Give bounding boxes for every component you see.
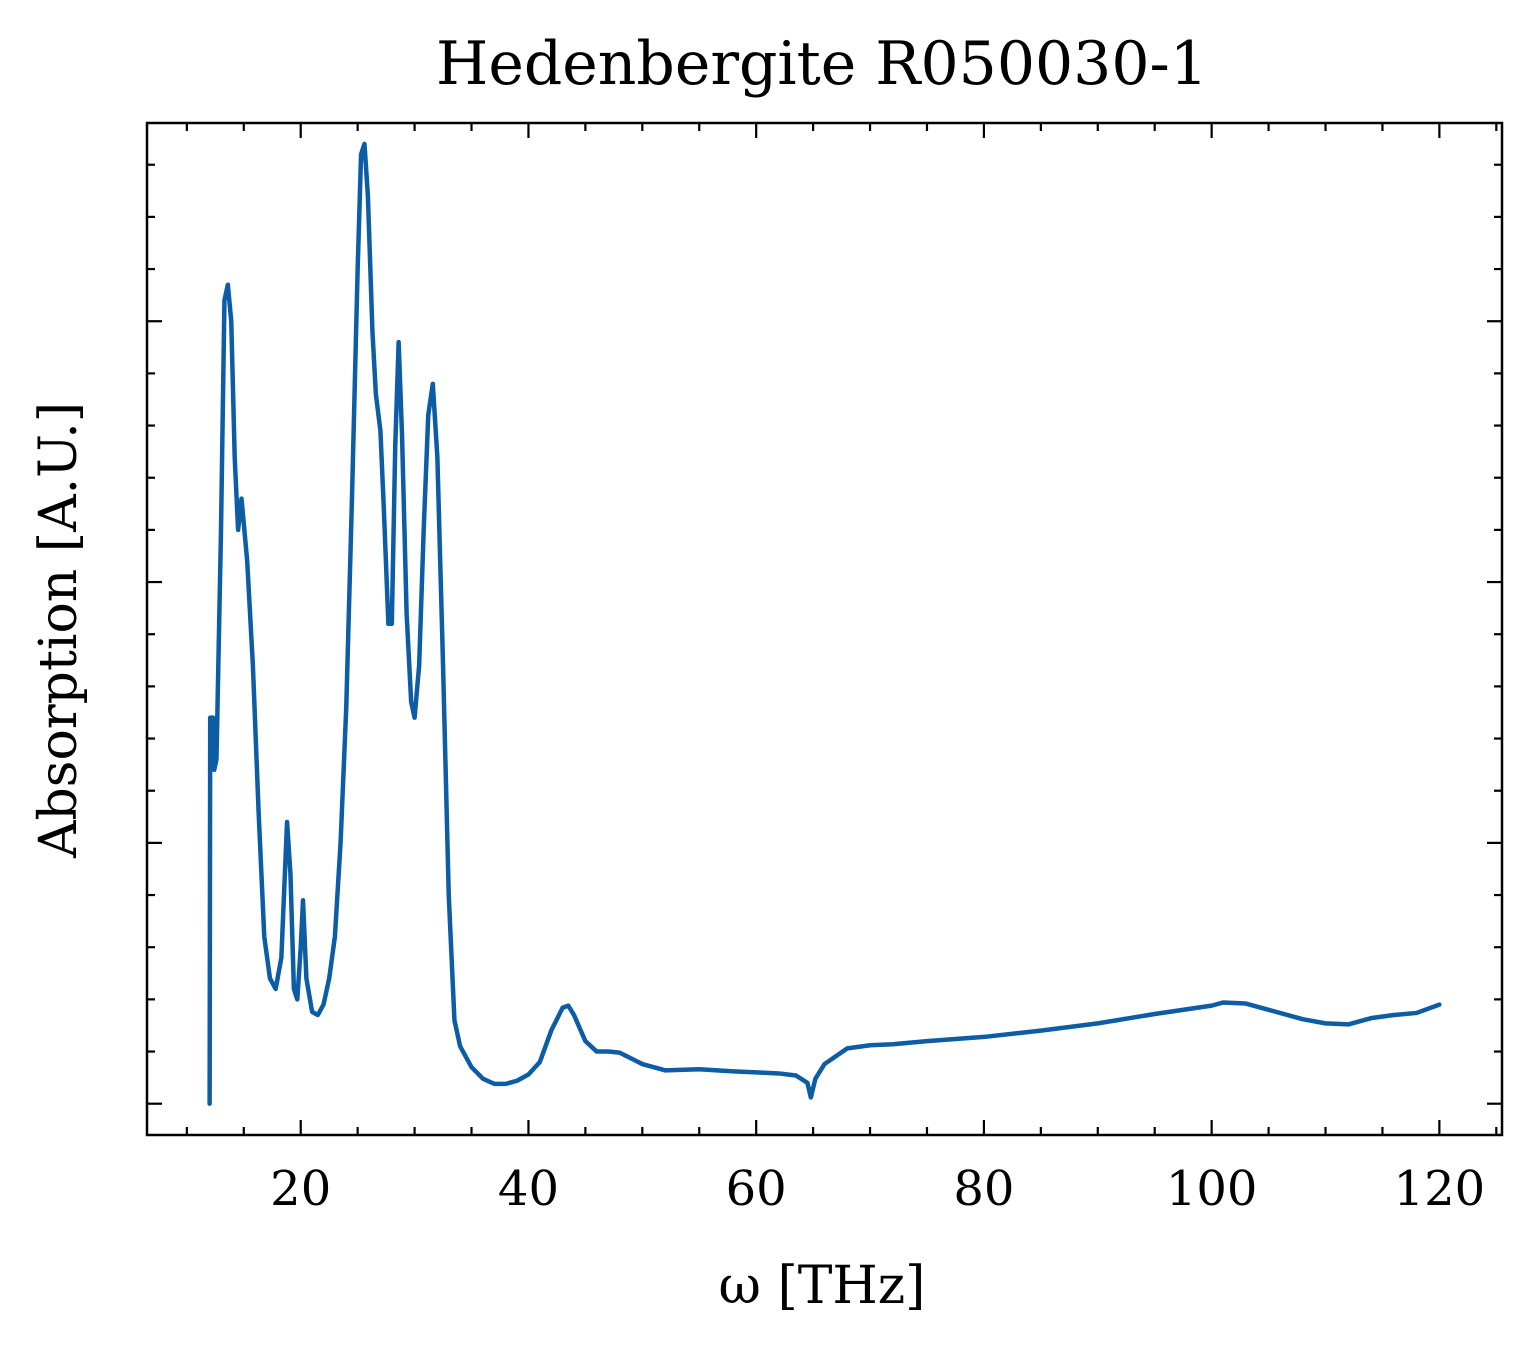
x-tick-label: 20 (270, 1161, 331, 1217)
x-tick-label: 80 (953, 1161, 1014, 1217)
series-layer (207, 141, 1442, 1106)
x-tick-label: 120 (1394, 1161, 1486, 1217)
chart-title: Hedenbergite R050030-1 (436, 29, 1208, 99)
x-tick-label: 60 (726, 1161, 787, 1217)
plot-frame (145, 121, 1504, 1137)
ticks-layer (147, 123, 1502, 1135)
x-tick-label: 40 (498, 1161, 559, 1217)
tick-labels-layer: 20 40 60 80 100 120 (270, 1161, 1485, 1217)
absorption-series-line (207, 141, 1442, 1106)
x-tick-label: 100 (1166, 1161, 1258, 1217)
y-axis-label: Absorption [A.U.] (29, 402, 89, 859)
x-axis-label: ω [THz] (719, 1256, 926, 1316)
